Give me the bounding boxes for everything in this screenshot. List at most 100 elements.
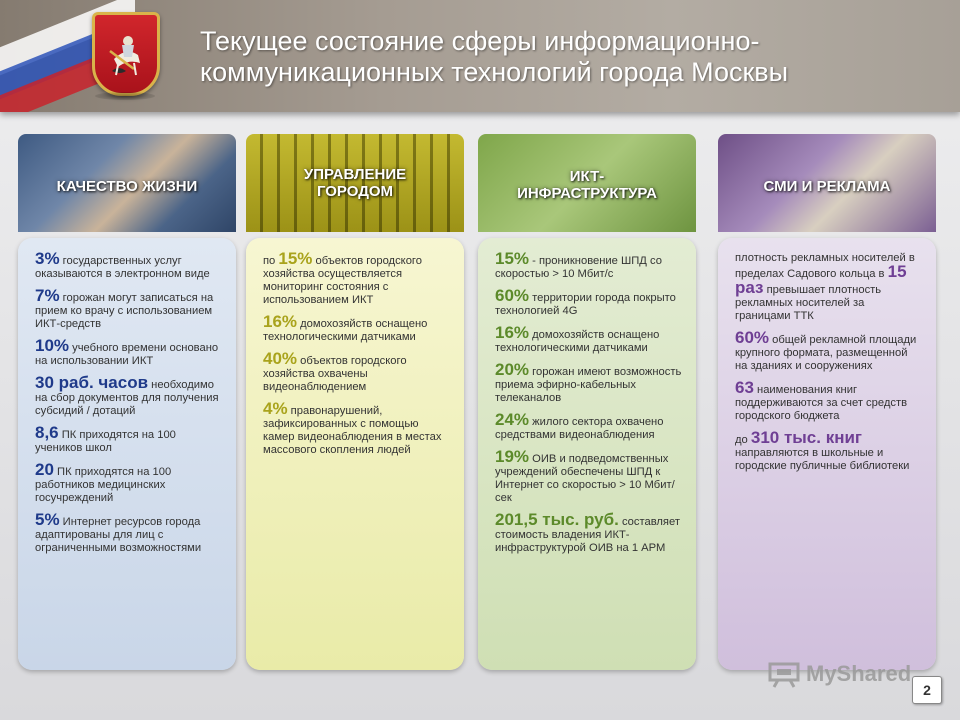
stat-item: 10% учебного времени основано на использ… — [35, 336, 222, 368]
stat-item: 40% объектов городского хозяйства охваче… — [263, 349, 450, 394]
column-heading: СМИ И РЕКЛАМА — [763, 178, 891, 195]
stat-item: 63 наименования книг поддерживаются за с… — [735, 378, 922, 423]
stat-item: 20% горожан имеют возможность приема эфи… — [495, 360, 682, 405]
stat-value: 8,6 — [35, 423, 59, 442]
column-header: УПРАВЛЕНИЕ ГОРОДОМ — [246, 134, 464, 232]
stat-value: 16% — [495, 323, 530, 342]
stat-item: по 15% объектов городского хозяйства осу… — [263, 249, 450, 307]
stat-value: 201,5 тыс. руб. — [495, 510, 619, 529]
stat-text: составляет стоимость владения ИКТ-инфрас… — [495, 516, 680, 554]
column-ict-infrastructure: ИКТ- ИНФРАСТРУКТУРА 15% - проникновение … — [478, 134, 696, 670]
stat-text: необходимо на сбор документов для получе… — [35, 379, 219, 417]
stat-prefix: по — [263, 255, 279, 267]
column-heading-line-1: ИКТ- — [569, 168, 605, 185]
building-photo — [246, 134, 464, 232]
column-heading-line-1: УПРАВЛЕНИЕ — [303, 166, 407, 183]
stat-text: общей рекламной площади крупного формата… — [735, 334, 917, 372]
stat-text: объектов городского хозяйства охвачены в… — [263, 355, 407, 393]
newspaper-readers-photo — [718, 134, 936, 232]
stat-value: 19% — [495, 447, 530, 466]
stat-value: 310 тыс. книг — [750, 428, 862, 447]
stat-item: до 310 тыс. книг направляются в школьные… — [735, 428, 922, 473]
stat-value: 3% — [35, 249, 60, 268]
stat-prefix: плотность рекламных носителей в пределах… — [735, 252, 915, 280]
column-body: по 15% объектов городского хозяйства осу… — [246, 238, 464, 670]
stat-value: 15 раз — [735, 262, 907, 297]
stat-item: 60% территории города покрыто технологие… — [495, 286, 682, 318]
stat-text: наименования книг поддерживаются за счет… — [735, 384, 908, 422]
page-title: Текущее состояние сферы информационно- к… — [200, 26, 920, 88]
stat-item: плотность рекламных носителей в пределах… — [735, 252, 922, 323]
stat-prefix: до — [735, 434, 751, 446]
stat-text: правонарушений, зафиксированных с помощь… — [263, 405, 442, 456]
stat-text: ПК приходятся на 100 учеников школ — [35, 429, 176, 454]
stat-text: направляются в школьные и городские публ… — [735, 447, 910, 472]
stat-item: 5% Интернет ресурсов города адаптированы… — [35, 510, 222, 555]
column-heading-line-2: ИНФРАСТРУКТУРА — [517, 185, 657, 202]
stat-value: 63 — [735, 378, 754, 397]
column-heading: КАЧЕСТВО ЖИЗНИ — [56, 178, 198, 195]
column-header: КАЧЕСТВО ЖИЗНИ — [18, 134, 236, 232]
stat-item: 3% государственных услуг оказываются в э… — [35, 249, 222, 281]
stat-value: 60% — [495, 286, 530, 305]
stat-item: 7% горожан могут записаться на прием ко … — [35, 286, 222, 331]
column-body: 3% государственных услуг оказываются в э… — [18, 238, 236, 670]
stat-item: 24% жилого сектора охвачено средствами в… — [495, 410, 682, 442]
stat-item: 16% домохозяйств оснащено технологически… — [495, 323, 682, 355]
page-number: 2 — [912, 676, 942, 704]
stat-value: 10% — [35, 336, 70, 355]
stat-value: 15% — [495, 249, 530, 268]
column-media-advertising: СМИ И РЕКЛАМА плотность рекламных носите… — [718, 134, 936, 670]
stat-text: ПК приходятся на 100 работников медицинс… — [35, 466, 172, 504]
stat-text: горожан могут записаться на прием ко вра… — [35, 292, 214, 330]
column-heading: ИКТ- ИНФРАСТРУКТУРА — [478, 168, 696, 202]
stat-item: 20 ПК приходятся на 100 работников медиц… — [35, 460, 222, 505]
stat-item: 16% домохозяйств оснащено технологически… — [263, 312, 450, 344]
stat-text: жилого сектора охвачено средствами видео… — [495, 416, 664, 441]
column-header: ИКТ- ИНФРАСТРУКТУРА — [478, 134, 696, 232]
stat-text: ОИВ и подведомственных учреждений обеспе… — [495, 453, 675, 504]
stat-item: 60% общей рекламной площади крупного фор… — [735, 328, 922, 373]
stat-text: превышает плотность рекламных носителей … — [735, 284, 882, 322]
stat-text: государственных услуг оказываются в элек… — [35, 255, 210, 280]
column-header: СМИ И РЕКЛАМА — [718, 134, 936, 232]
column-city-management: УПРАВЛЕНИЕ ГОРОДОМ по 15% объектов город… — [246, 134, 464, 670]
stat-value: 16% — [263, 312, 298, 331]
stat-text: - проникновение ШПД со скоростью > 10 Мб… — [495, 255, 662, 280]
column-body: 15% - проникновение ШПД со скоростью > 1… — [478, 238, 696, 670]
binary-code-photo — [478, 134, 696, 232]
stat-text: объектов городского хозяйства осуществля… — [263, 255, 422, 306]
stat-value: 60% — [735, 328, 770, 347]
stat-text: домохозяйств оснащено технологическими д… — [263, 318, 428, 343]
stat-item: 19% ОИВ и подведомственных учреждений об… — [495, 447, 682, 505]
stat-value: 15% — [278, 249, 313, 268]
stat-value: 20 — [35, 460, 54, 479]
stat-item: 4% правонарушений, зафиксированных с пом… — [263, 399, 450, 457]
column-quality-of-life: КАЧЕСТВО ЖИЗНИ 3% государственных услуг … — [18, 134, 236, 670]
moscow-coat-of-arms-emblem — [92, 12, 160, 96]
stat-item: 201,5 тыс. руб. составляет стоимость вла… — [495, 510, 682, 555]
header-banner: Текущее состояние сферы информационно- к… — [0, 0, 960, 112]
stat-item: 15% - проникновение ШПД со скоростью > 1… — [495, 249, 682, 281]
stat-text: горожан имеют возможность приема эфирно-… — [495, 366, 682, 404]
stat-value: 7% — [35, 286, 60, 305]
stat-text: учебного времени основано на использован… — [35, 342, 219, 367]
presentation-board-icon — [768, 662, 800, 688]
stat-value: 24% — [495, 410, 530, 429]
stat-value: 20% — [495, 360, 530, 379]
stat-text: домохозяйств оснащено технологическими д… — [495, 329, 660, 354]
stat-value: 5% — [35, 510, 60, 529]
stat-value: 30 раб. часов — [35, 373, 149, 392]
watermark-logo: MyShared — [768, 658, 911, 690]
column-heading-line-2: ГОРОДОМ — [316, 183, 394, 200]
people-photo — [18, 134, 236, 232]
column-body: плотность рекламных носителей в пределах… — [718, 238, 936, 670]
title-line-2: коммуникационных технологий города Москв… — [200, 57, 789, 87]
stat-text: территории города покрыто технологией 4G — [495, 292, 676, 317]
column-heading: УПРАВЛЕНИЕ ГОРОДОМ — [246, 166, 464, 200]
stat-value: 40% — [263, 349, 298, 368]
stat-text: Интернет ресурсов города адаптированы дл… — [35, 516, 202, 554]
stat-item: 8,6 ПК приходятся на 100 учеников школ — [35, 423, 222, 455]
stat-value: 4% — [263, 399, 288, 418]
watermark-text: MyShared — [806, 661, 912, 686]
